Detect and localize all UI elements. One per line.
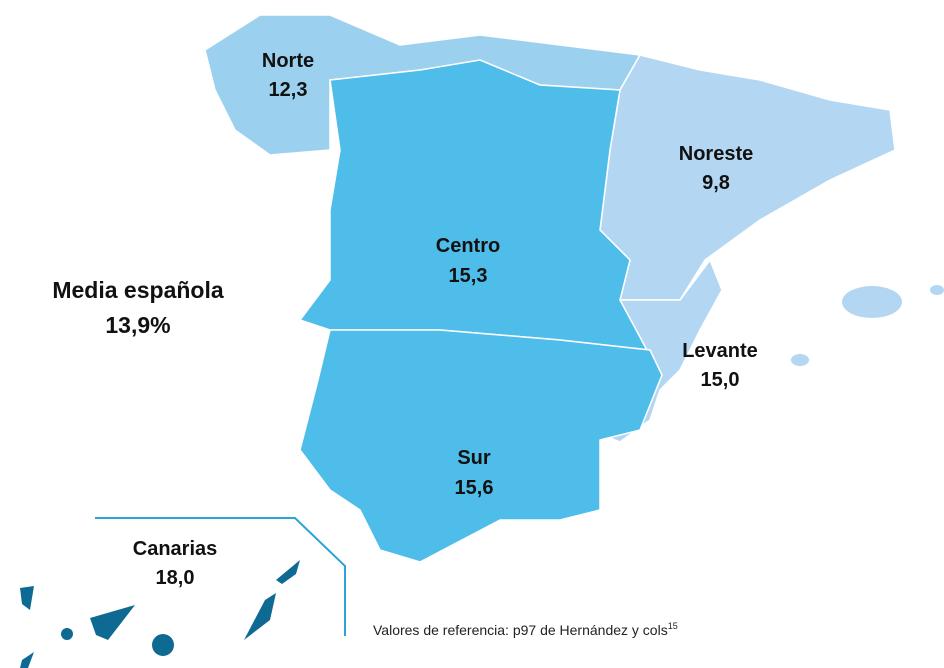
region-value: 18,0 — [156, 567, 195, 589]
region-label: Canarias — [133, 538, 218, 560]
canarias-islands — [20, 560, 300, 668]
island — [842, 286, 902, 318]
region-sur — [299, 329, 663, 563]
footnote-text: Valores de referencia: p97 de Hernández … — [373, 622, 668, 638]
island — [930, 285, 944, 295]
canarias-frame — [95, 517, 346, 636]
region-noreste — [599, 54, 896, 301]
region-value: 15,6 — [455, 477, 494, 499]
island — [791, 354, 809, 366]
region-value: 15,3 — [449, 265, 488, 287]
region-centro — [299, 59, 651, 351]
footnote: Valores de referencia: p97 de Hernández … — [373, 621, 678, 638]
region-label: Levante — [682, 340, 758, 362]
region-value: 15,0 — [701, 369, 740, 391]
region-value: 12,3 — [269, 79, 308, 101]
footnote-ref: 15 — [668, 621, 678, 631]
island — [90, 605, 135, 640]
region-label: Centro — [436, 235, 500, 257]
region-value: 9,8 — [702, 172, 730, 194]
island — [61, 628, 73, 640]
region-label: Norte — [262, 50, 314, 72]
summary-value: 13,9% — [105, 312, 170, 338]
island — [152, 634, 174, 656]
region-label: Sur — [457, 447, 491, 469]
region-label: Noreste — [679, 143, 753, 165]
summary-label: Media española — [52, 277, 223, 303]
island — [20, 586, 34, 610]
island — [276, 560, 300, 584]
island — [20, 652, 34, 668]
island — [244, 593, 276, 640]
